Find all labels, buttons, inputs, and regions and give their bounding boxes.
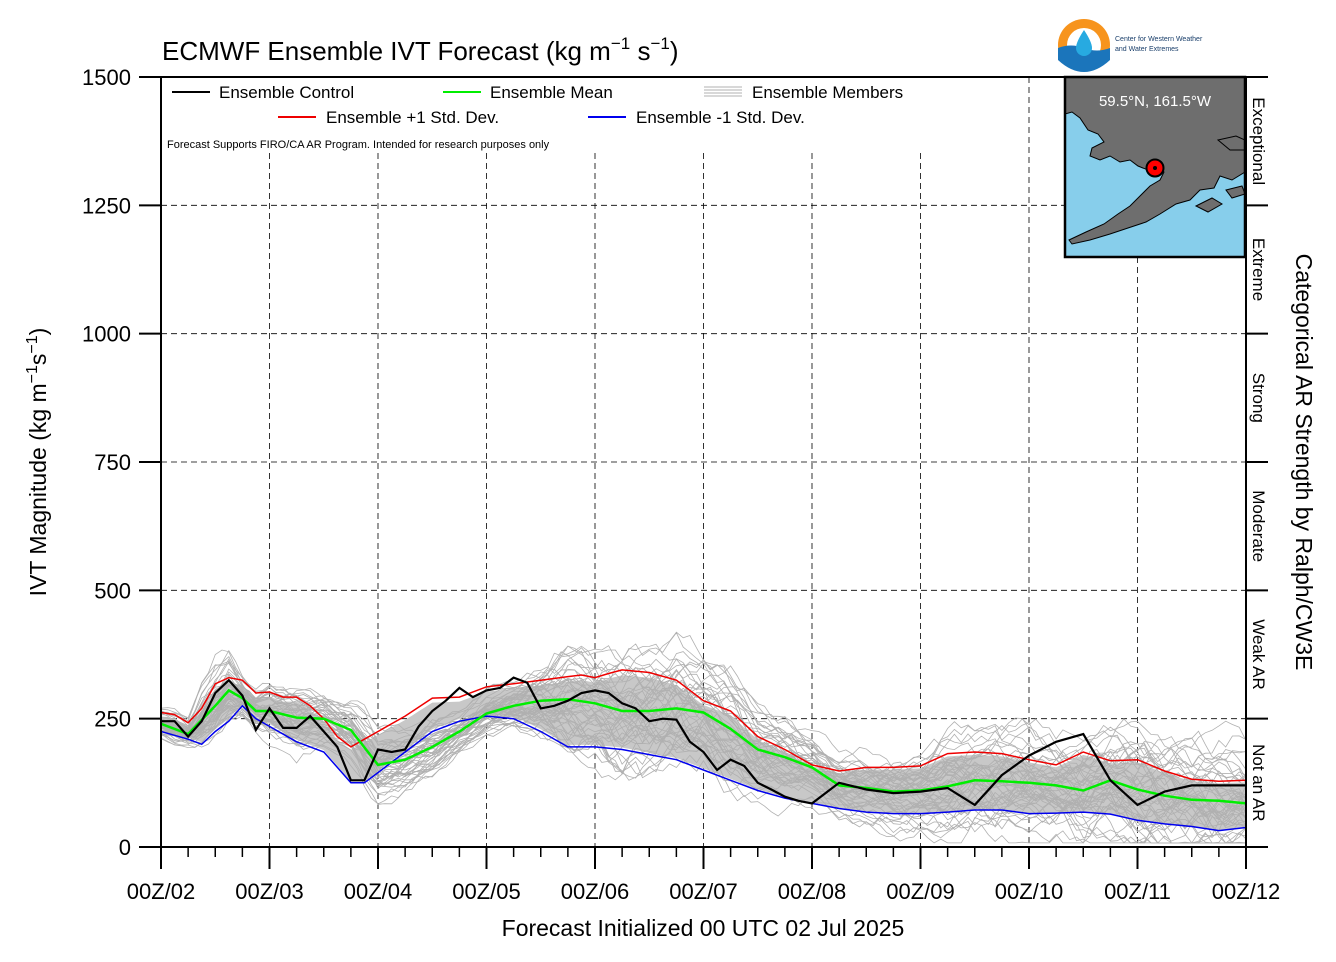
legend-members: Ensemble Members bbox=[752, 83, 903, 102]
y-tick-label: 0 bbox=[119, 835, 131, 860]
ensemble-member-line bbox=[161, 658, 1246, 809]
ensemble-member-line bbox=[161, 682, 1246, 829]
ensemble-member-line bbox=[161, 649, 1246, 787]
grid-lines bbox=[161, 77, 1246, 847]
ensemble-member-line bbox=[161, 643, 1246, 793]
legend: Ensemble Control Ensemble Mean Ensemble … bbox=[167, 83, 903, 151]
legend-minus: Ensemble -1 Std. Dev. bbox=[636, 108, 805, 127]
ensemble-member-line bbox=[161, 687, 1246, 827]
x-tick-label: 00Z/04 bbox=[344, 879, 413, 904]
ensemble-member-line bbox=[161, 667, 1246, 821]
legend-mean: Ensemble Mean bbox=[490, 83, 613, 102]
x-tick-label: 00Z/05 bbox=[452, 879, 521, 904]
category-label: Moderate bbox=[1249, 490, 1268, 562]
inset-map: 59.5°N, 161.5°W bbox=[1063, 75, 1247, 259]
category-labels: Exceptional Extreme Strong Moderate Weak AR N… bbox=[1249, 97, 1268, 821]
ensemble-member-line bbox=[161, 698, 1246, 844]
y-tick-label: 500 bbox=[94, 578, 131, 603]
y-tick-label: 1500 bbox=[82, 65, 131, 90]
ensemble-member-line bbox=[161, 662, 1246, 825]
category-label: Exceptional bbox=[1249, 97, 1268, 185]
ensemble-member-line bbox=[161, 650, 1246, 787]
ensemble-member-line bbox=[161, 677, 1246, 839]
ensemble-member-line bbox=[161, 697, 1246, 844]
logo-text-line1: Center for Western Weather bbox=[1115, 36, 1203, 43]
legend-plus: Ensemble +1 Std. Dev. bbox=[326, 108, 499, 127]
y-axis-label: IVT Magnitude (kg m−1s−1) bbox=[24, 328, 51, 597]
axes: 0 250 500 750 1000 1250 1500 00Z/02 00Z/03 00Z/04… bbox=[82, 65, 1280, 904]
x-tick-label: 00Z/06 bbox=[561, 879, 630, 904]
x-tick-label: 00Z/02 bbox=[127, 879, 196, 904]
chart-title: ECMWF Ensemble IVT Forecast (kg m−1 s−1) bbox=[162, 34, 679, 66]
y-tick-label: 1250 bbox=[82, 193, 131, 218]
x-axis-label: Forecast Initialized 00 UTC 02 Jul 2025 bbox=[502, 915, 905, 941]
category-label: Weak AR bbox=[1249, 619, 1268, 690]
x-tick-label: 00Z/12 bbox=[1212, 879, 1281, 904]
x-tick-label: 00Z/03 bbox=[235, 879, 304, 904]
legend-control: Ensemble Control bbox=[219, 83, 354, 102]
category-label: Not an AR bbox=[1249, 744, 1268, 822]
category-label: Extreme bbox=[1249, 238, 1268, 301]
x-tick-label: 00Z/10 bbox=[995, 879, 1064, 904]
inset-coords: 59.5°N, 161.5°W bbox=[1099, 93, 1212, 110]
ensemble-member-line bbox=[161, 692, 1246, 844]
ensemble-member-line bbox=[161, 677, 1246, 817]
ensemble-member-line bbox=[161, 649, 1246, 782]
series-lines bbox=[161, 669, 1246, 832]
y-tick-label: 1000 bbox=[82, 322, 131, 347]
plus-std-line bbox=[161, 669, 1246, 783]
x-tick-label: 00Z/09 bbox=[886, 879, 955, 904]
y-tick-label: 750 bbox=[94, 450, 131, 475]
right-axis-label: Categorical AR Strength by Ralph/CW3E bbox=[1291, 254, 1317, 671]
cw3e-logo: Center for Western Weather and Water Ext… bbox=[1058, 19, 1203, 72]
x-tick-label: 00Z/11 bbox=[1104, 879, 1171, 904]
ensemble-member-line bbox=[161, 706, 1246, 844]
logo-text-line2: and Water Extremes bbox=[1115, 46, 1179, 53]
y-tick-label: 250 bbox=[94, 707, 131, 732]
ensemble-member-line bbox=[161, 697, 1246, 844]
x-tick-label: 00Z/08 bbox=[778, 879, 847, 904]
disclaimer-note: Forecast Supports FIRO/CA AR Program. In… bbox=[167, 139, 550, 151]
category-label: Strong bbox=[1249, 373, 1268, 423]
control-line bbox=[161, 676, 1246, 807]
x-tick-label: 00Z/07 bbox=[669, 879, 738, 904]
minus-std-line bbox=[161, 704, 1246, 832]
ensemble-member-line bbox=[161, 677, 1246, 838]
mean-line bbox=[161, 688, 1246, 805]
ensemble-member-line bbox=[161, 667, 1246, 826]
